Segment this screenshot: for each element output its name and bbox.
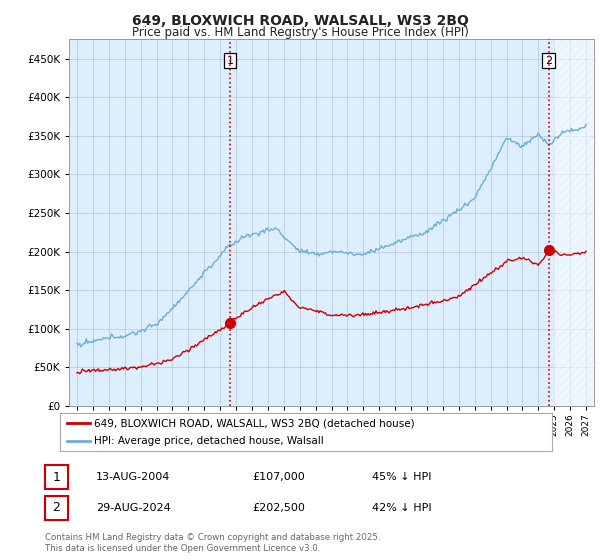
Text: HPI: Average price, detached house, Walsall: HPI: Average price, detached house, Wals… (94, 436, 324, 446)
Text: 2: 2 (52, 501, 61, 515)
Text: 1: 1 (52, 470, 61, 484)
Bar (554, 39, 594, 406)
Text: Price paid vs. HM Land Registry's House Price Index (HPI): Price paid vs. HM Land Registry's House … (131, 26, 469, 39)
Text: 29-AUG-2024: 29-AUG-2024 (96, 503, 171, 513)
Text: 649, BLOXWICH ROAD, WALSALL, WS3 2BQ: 649, BLOXWICH ROAD, WALSALL, WS3 2BQ (131, 14, 469, 28)
Text: £202,500: £202,500 (252, 503, 305, 513)
Text: 2: 2 (545, 55, 553, 66)
Text: 42% ↓ HPI: 42% ↓ HPI (372, 503, 431, 513)
Text: 13-AUG-2004: 13-AUG-2004 (96, 472, 170, 482)
Text: Contains HM Land Registry data © Crown copyright and database right 2025.
This d: Contains HM Land Registry data © Crown c… (45, 533, 380, 553)
Text: 45% ↓ HPI: 45% ↓ HPI (372, 472, 431, 482)
Text: £107,000: £107,000 (252, 472, 305, 482)
Text: 1: 1 (226, 55, 233, 66)
Text: 649, BLOXWICH ROAD, WALSALL, WS3 2BQ (detached house): 649, BLOXWICH ROAD, WALSALL, WS3 2BQ (de… (94, 418, 415, 428)
